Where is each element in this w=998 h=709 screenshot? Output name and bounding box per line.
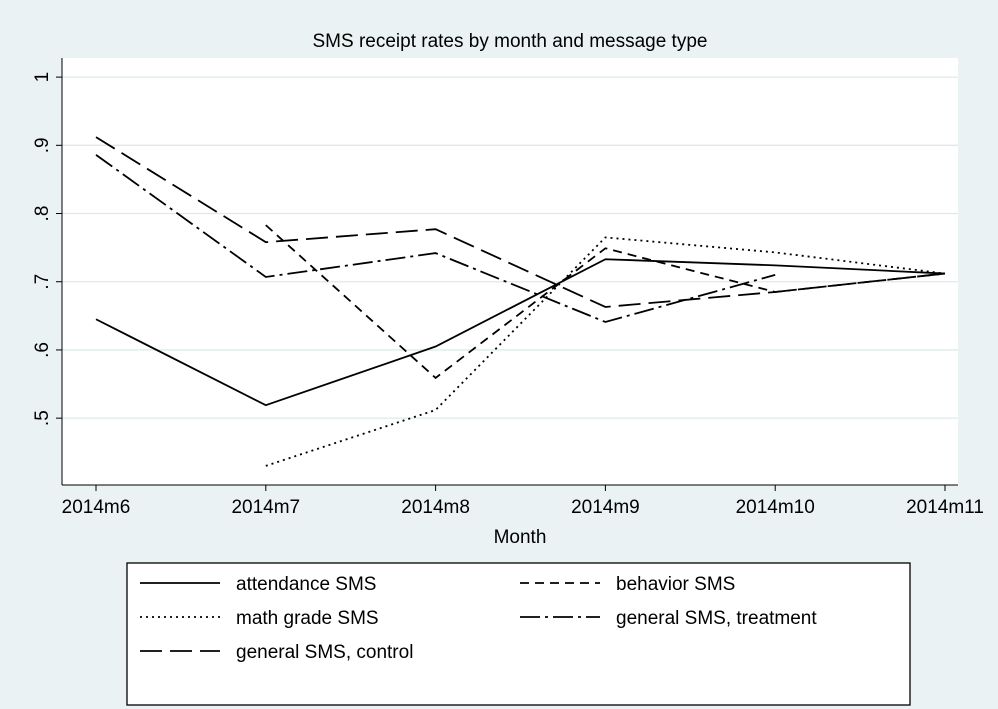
x-tick-label: 2014m8	[401, 497, 470, 518]
y-tick-label: .6	[32, 342, 53, 358]
x-axis-label: Month	[494, 527, 547, 548]
x-tick-label: 2014m10	[736, 497, 815, 518]
x-tick-label: 2014m6	[62, 497, 131, 518]
legend-label: general SMS, treatment	[616, 608, 817, 629]
legend	[126, 562, 911, 706]
x-tick-label: 2014m11	[906, 497, 984, 518]
legend-label: attendance SMS	[236, 574, 376, 595]
y-tick-label: .8	[32, 206, 53, 222]
x-tick-label: 2014m9	[571, 497, 640, 518]
series-line	[95, 136, 946, 308]
legend-label: math grade SMS	[236, 608, 379, 629]
series-line	[265, 236, 946, 467]
series-line	[265, 224, 946, 380]
x-tick-label: 2014m7	[231, 497, 300, 518]
y-tick-label: .7	[32, 274, 53, 290]
series-line	[95, 154, 776, 323]
y-tick-label: .5	[32, 410, 53, 426]
chart-title: SMS receipt rates by month and message t…	[313, 31, 708, 52]
plot-area	[62, 58, 958, 485]
legend-label: behavior SMS	[616, 574, 735, 595]
legend-label: general SMS, control	[236, 642, 413, 663]
y-tick-label: 1	[32, 72, 53, 83]
y-tick-label: .9	[32, 137, 53, 153]
series-line	[95, 258, 946, 407]
